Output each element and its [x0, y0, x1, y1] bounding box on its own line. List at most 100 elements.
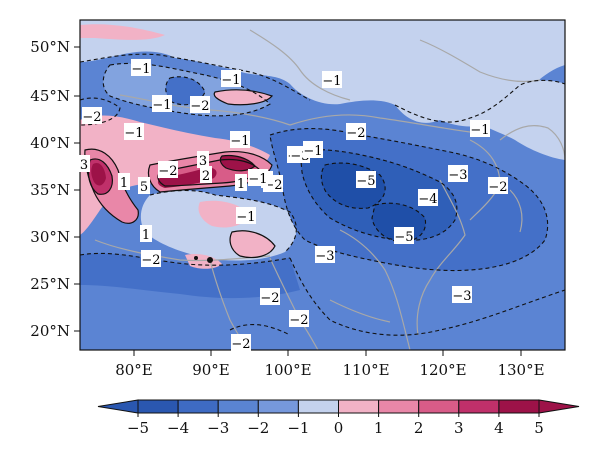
contour-label: −2	[263, 178, 282, 193]
contour-label-box	[197, 151, 209, 168]
contour-label-box	[118, 173, 130, 190]
field-pos1-south-patch	[230, 230, 275, 258]
colorbar-tick-label: 1	[374, 419, 384, 437]
contour-label-box	[303, 141, 323, 158]
lat-tick-label: 45°N	[30, 87, 70, 105]
contour-label-box	[236, 207, 256, 224]
map-frame	[79, 19, 566, 351]
contour-label: −2	[346, 126, 365, 141]
lon-tick-label: 120°E	[419, 361, 466, 379]
field-pos5-west	[91, 162, 106, 186]
longitude-axis: 80°E 90°E 100°E 110°E 120°E 130°E	[115, 350, 545, 379]
lat-tick-label: 50°N	[30, 38, 70, 56]
contour-label: −1	[221, 73, 240, 88]
contour-label-box	[190, 96, 210, 113]
contour-label-box	[315, 246, 335, 263]
contour-label: −1	[124, 126, 143, 141]
contour-label-box	[158, 161, 178, 178]
field-pos1-north-strip	[80, 24, 165, 40]
contour-label: −2	[260, 291, 279, 306]
lat-tick-label: 30°N	[30, 228, 70, 246]
contour-label: −1	[470, 123, 489, 138]
contour-label-box	[470, 120, 490, 137]
colorbar-segment	[137, 399, 179, 414]
colorbar: −5 −4 −3 −2 −1 0 1 2 3 4 5	[97, 399, 580, 437]
lon-tick-label: 130°E	[497, 361, 544, 379]
colorbar-tick-label: 2	[414, 419, 424, 437]
contour-label-box	[140, 225, 152, 242]
colorbar-segment	[257, 399, 299, 414]
contour-label: −1	[131, 62, 150, 77]
contour-label-box	[221, 70, 241, 87]
contour-label-box	[152, 95, 172, 112]
colorbar-tick-label: 4	[494, 419, 504, 437]
lat-tick-label: 35°N	[30, 181, 70, 199]
colorbar-tick-label: −5	[127, 419, 149, 437]
colorbar-segment	[338, 399, 380, 414]
contour-label: −1	[303, 144, 322, 159]
contour-label: −4	[418, 192, 437, 207]
station-dot	[194, 256, 198, 260]
contour-label-box	[248, 169, 268, 186]
contour-label-box	[346, 123, 366, 140]
field-pos1-tianshan	[214, 89, 272, 105]
station-dot	[207, 257, 213, 263]
colorbar-segment	[177, 399, 219, 414]
lon-tick-label: 90°E	[192, 361, 230, 379]
contour-label-box	[322, 71, 342, 88]
colorbar-segment	[458, 399, 500, 414]
contour-label-box	[124, 123, 144, 140]
lon-tick-label: 80°E	[115, 361, 153, 379]
contour-label-box	[78, 155, 90, 172]
contour-label-box	[235, 174, 247, 191]
contour-label: 1	[142, 228, 150, 243]
contour-label: −5	[394, 230, 413, 245]
contour-label: −2	[190, 99, 209, 114]
contour-label: 1	[237, 177, 245, 192]
colorbar-arrow-right	[538, 399, 580, 414]
contour-label: −5	[356, 174, 375, 189]
field-zero-northeast	[470, 80, 565, 160]
contour-label: −2	[82, 110, 101, 125]
contour-label: −2	[231, 337, 250, 352]
colorbar-tick-label: −2	[247, 419, 269, 437]
contour-label-box	[82, 107, 102, 124]
contour-label: 3	[199, 154, 207, 169]
lat-tick-label: 40°N	[30, 134, 70, 152]
colorbar-segment	[498, 399, 540, 414]
contour-label-box	[394, 227, 414, 244]
contour-label: −2	[289, 313, 308, 328]
colorbar-segment	[418, 399, 460, 414]
contour-label: −1	[322, 74, 341, 89]
colorbar-tick-label: −1	[287, 419, 309, 437]
contour-label-box	[418, 189, 438, 206]
contour-label-box	[230, 131, 250, 148]
contour-label-box	[138, 177, 150, 194]
contour-label: −3	[315, 249, 334, 264]
lon-tick-label: 110°E	[342, 361, 389, 379]
colorbar-segment	[297, 399, 339, 414]
contour-label-box	[448, 165, 468, 182]
contour-label-box	[260, 288, 280, 305]
contour-label-box	[141, 250, 161, 267]
contour-labels: −1−1−1−2−1−2−1−2−1−1−2−3−1−5−4−3−2−5−3−3…	[78, 59, 508, 352]
contour-label: 3	[80, 158, 88, 173]
contour-label: −2	[158, 164, 177, 179]
contour-label-box	[356, 171, 376, 188]
contour-label: −2	[141, 253, 160, 268]
colorbar-segment	[217, 399, 259, 414]
lat-tick-label: 25°N	[30, 275, 70, 293]
latitude-axis: 50°N 45°N 40°N 35°N 30°N 25°N 20°N	[30, 38, 80, 340]
contour-label-box	[488, 177, 508, 194]
colorbar-tick-label: −3	[207, 419, 229, 437]
colorbar-tick-label: −4	[167, 419, 189, 437]
contour-label: 5	[140, 180, 148, 195]
contour-label-box	[289, 310, 309, 327]
contour-label: −1	[236, 210, 255, 225]
contour-label: −2	[488, 180, 507, 195]
contour-label-box	[200, 166, 212, 183]
contour-label: 1	[120, 176, 128, 191]
contour-label: −1	[248, 172, 267, 187]
colorbar-segment	[378, 399, 420, 414]
